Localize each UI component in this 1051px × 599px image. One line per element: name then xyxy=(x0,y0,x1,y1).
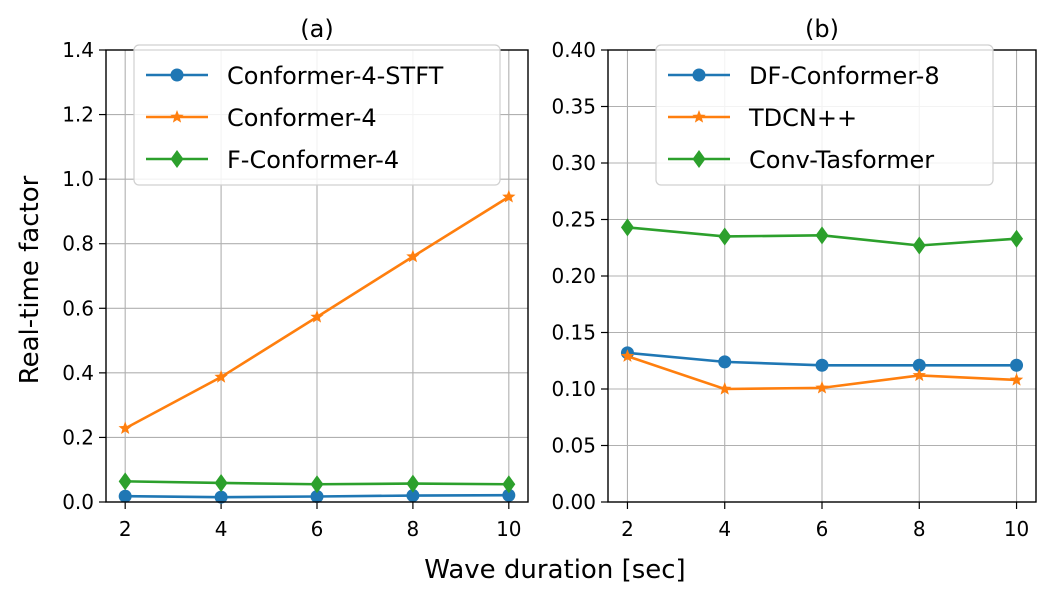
data-point xyxy=(406,249,420,263)
y-tick-label: 1.0 xyxy=(62,167,94,191)
data-point xyxy=(692,68,706,82)
data-point xyxy=(214,370,228,383)
data-point xyxy=(118,472,132,491)
data-point xyxy=(310,310,324,323)
data-point xyxy=(502,475,516,494)
data-point xyxy=(815,226,829,245)
data-point xyxy=(310,490,324,504)
legend: Conformer-4-STFT Conformer-4 F-Conformer-4 xyxy=(133,44,501,186)
chart-panel-a: 2 4 6 8 100.00.20.40.60.81.01.21.4(a)Conform… xyxy=(62,15,529,541)
legend-item: TDCN++ xyxy=(668,104,857,132)
data-point xyxy=(1010,358,1024,372)
data-point xyxy=(214,490,228,504)
data-point xyxy=(692,150,706,168)
data-point xyxy=(170,110,184,123)
data-point xyxy=(912,368,926,382)
x-tick-label: 10 xyxy=(1004,517,1029,541)
x-axis-label: Wave duration [sec] xyxy=(424,555,685,585)
data-point xyxy=(620,349,635,362)
x-tick-label: 6 xyxy=(816,517,829,541)
data-point xyxy=(815,380,829,394)
series-conformer-4 xyxy=(118,189,516,435)
chart-panel-b: 2 4 6 8 10 0.00 0.05 0.10 0.15 0.20 0.25 0.30 0.35 0.… xyxy=(551,15,1037,541)
data-point xyxy=(214,473,228,492)
y-tick-label: 1.4 xyxy=(62,38,94,62)
data-point xyxy=(502,488,516,502)
data-point xyxy=(718,382,732,395)
y-tick-label: 0.05 xyxy=(551,434,596,458)
x-tick-label: 2 xyxy=(621,517,634,541)
series-f-conformer-4 xyxy=(118,472,516,494)
data-point xyxy=(1010,229,1024,248)
data-point xyxy=(502,189,516,203)
series-tdcn xyxy=(620,349,1024,395)
data-point xyxy=(718,227,732,246)
y-tick-label: 0.6 xyxy=(62,296,94,320)
data-point xyxy=(118,489,132,503)
data-point xyxy=(406,474,420,493)
data-point xyxy=(620,218,634,237)
series-df-conformer-8 xyxy=(620,346,1024,372)
data-point xyxy=(118,421,132,435)
legend-label: Conformer-4 xyxy=(227,104,377,132)
y-tick-label: 0.4 xyxy=(62,361,94,385)
y-tick-label: 0.10 xyxy=(551,377,596,401)
y-tick-label: 0.2 xyxy=(62,425,94,449)
y-axis-label: Real-time factor xyxy=(15,175,45,384)
series-conformer-4-stft xyxy=(118,488,516,504)
data-point xyxy=(1009,372,1024,386)
data-point xyxy=(718,355,732,369)
data-point xyxy=(912,236,926,255)
legend-item: DF-Conformer-8 xyxy=(668,62,940,90)
data-point xyxy=(406,489,420,503)
data-point xyxy=(815,358,829,372)
y-tick-label: 0.25 xyxy=(551,208,596,232)
legend-box xyxy=(133,44,501,186)
chart-title: (a) xyxy=(300,15,333,43)
legend-label: DF-Conformer-8 xyxy=(749,62,940,90)
chart-title: (b) xyxy=(805,15,839,43)
x-tick-label: 8 xyxy=(913,517,926,541)
data-point xyxy=(912,358,926,372)
x-tick-label: 8 xyxy=(407,517,420,541)
data-point xyxy=(310,475,324,494)
data-point xyxy=(170,68,184,82)
series-conv-tasformer xyxy=(620,218,1024,255)
y-tick-label: 0.20 xyxy=(551,264,596,288)
y-tick-label: 0.0 xyxy=(62,490,94,514)
y-tick-label: 0.35 xyxy=(551,95,596,119)
y-tick-label: 0.15 xyxy=(551,321,596,345)
legend-label: TDCN++ xyxy=(748,104,857,132)
y-tick-label: 1.2 xyxy=(62,103,94,127)
x-tick-label: 6 xyxy=(311,517,324,541)
legend-item: Conv-Tasformer xyxy=(668,146,934,174)
x-tick-label: 10 xyxy=(496,517,521,541)
legend-item: Conformer-4 xyxy=(146,104,377,132)
x-tick-label: 2 xyxy=(119,517,132,541)
y-tick-label: 0.40 xyxy=(551,38,596,62)
legend: DF-Conformer-8 TDCN++ Conv-Tasformer xyxy=(655,44,994,186)
data-point xyxy=(170,150,184,168)
legend-item: Conformer-4-STFT xyxy=(146,62,444,90)
y-tick-label: 0.00 xyxy=(551,490,596,514)
y-tick-label: 0.30 xyxy=(551,151,596,175)
legend-item: F-Conformer-4 xyxy=(146,146,399,174)
legend-label: F-Conformer-4 xyxy=(227,146,399,174)
legend-label: Conv-Tasformer xyxy=(749,146,934,174)
data-point xyxy=(692,110,706,123)
legend-label: Conformer-4-STFT xyxy=(227,62,444,90)
x-tick-label: 4 xyxy=(718,517,731,541)
x-tick-label: 4 xyxy=(215,517,228,541)
y-tick-label: 0.8 xyxy=(62,232,94,256)
legend-box xyxy=(655,44,994,186)
